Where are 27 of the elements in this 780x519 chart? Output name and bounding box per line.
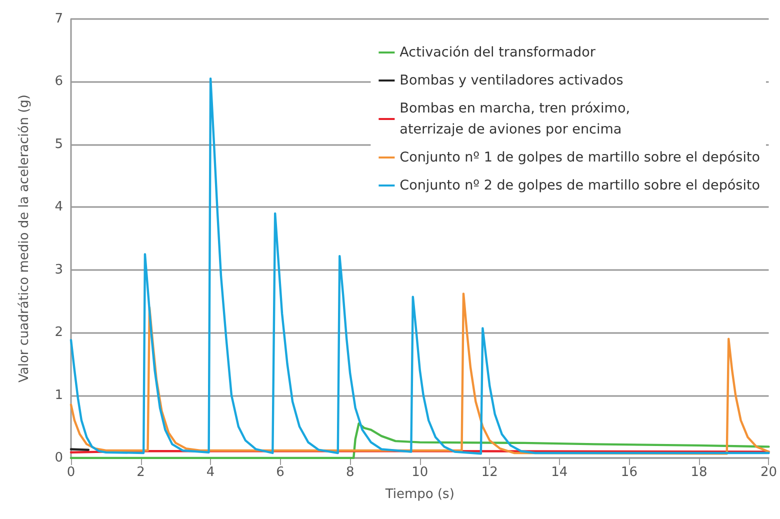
x-tick-label: 6 [276,465,284,480]
y-tick-label: 2 [54,325,63,340]
x-tick-label: 0 [66,465,76,480]
x-tick-label: 8 [346,465,354,480]
x-tick-label: 12 [481,465,498,480]
x-axis-title: Tiempo (s) [384,487,454,502]
x-tick-label: 16 [620,465,638,480]
x-tick-label: 2 [136,465,145,480]
line-series [70,292,770,455]
y-tick-label: 0 [54,450,63,466]
y-tick-label: 3 [54,262,63,278]
x-tick-label: 20 [760,465,777,480]
legend-label: Bombas y ventiladores activados [400,72,624,88]
y-tick-label: 5 [54,136,63,152]
legend-label: Bombas en marcha, tren próximo, aterrizaje de aviones por encima [400,100,630,138]
y-tick-label: 6 [54,74,63,90]
y-axis-title: Valor cuadrático medio de la aceleración (g) [17,94,32,382]
y-tick-label: 1 [54,388,63,403]
x-tick-label: 18 [690,465,708,480]
x-tick-label: 14 [551,465,568,480]
x-tick-label: 4 [206,465,215,480]
y-tick-label: 4 [54,200,63,215]
legend-label: Conjunto nº 1 de golpes de martillo sobre el depósito [400,150,760,166]
legend-label: Activación del transformador [400,44,596,60]
x-tick-label: 10 [412,465,428,480]
y-tick-label: 7 [54,12,63,26]
legend-label: Conjunto nº 2 de golpes de martillo sobre el depósito [400,178,760,194]
